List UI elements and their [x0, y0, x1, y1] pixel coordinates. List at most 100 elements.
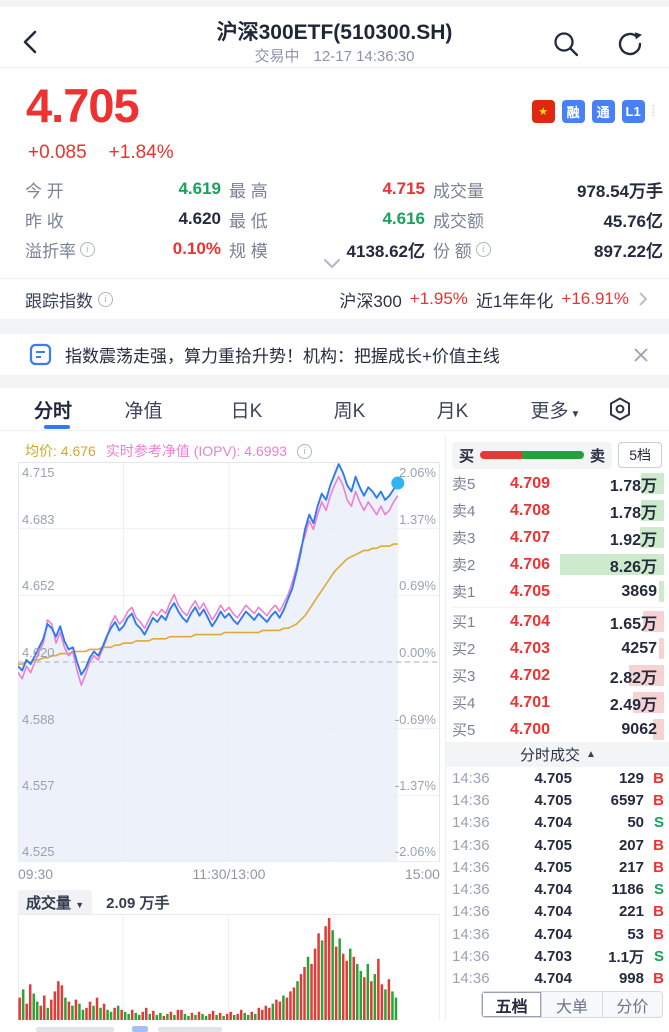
- depth-level-button[interactable]: 5档: [618, 442, 662, 468]
- ask-row-5[interactable]: 卖5 4.709 1.78万: [452, 470, 664, 497]
- x-tick-close: 15:00: [404, 866, 440, 882]
- close-icon[interactable]: [631, 345, 651, 365]
- chart-settings-icon[interactable]: [607, 396, 647, 422]
- badge-l1[interactable]: L1: [621, 100, 645, 123]
- trade-row: 14:36 4.705 207 B: [452, 836, 664, 854]
- trade-row: 14:36 4.705 217 B: [452, 858, 664, 876]
- stat-premium: 溢折率 i 0.10%: [25, 239, 221, 261]
- caret-up-icon: ▲: [586, 749, 596, 760]
- volume-current-value: 2.09 万手: [106, 895, 170, 912]
- more-dots-icon[interactable]: ⦙: [651, 103, 655, 120]
- buy-label: 买: [459, 447, 475, 465]
- annualized-value: +16.91%: [561, 289, 629, 308]
- stat-shares: 份 额 i 897.22亿: [433, 241, 663, 261]
- x-tick-midday: 11:30/13:00: [192, 866, 266, 882]
- active-tab-underline: [44, 425, 70, 429]
- change-percent: +1.84%: [108, 142, 174, 163]
- volume-selector[interactable]: 成交量 ▼: [18, 890, 93, 915]
- ask-row-3[interactable]: 卖3 4.707 1.92万: [452, 524, 664, 551]
- tab-minute[interactable]: 分时: [34, 400, 73, 422]
- stat-low: 最 低 4.616: [229, 209, 425, 231]
- legend-avg-price: 均价: 4.676: [25, 443, 96, 459]
- trade-row: 14:36 4.705 129 B: [452, 769, 664, 787]
- time-sales-header[interactable]: 分时成交 ▲: [446, 742, 669, 767]
- badge-tong: 通: [591, 100, 615, 123]
- tracking-index-row[interactable]: 跟踪指数 i 沪深300 +1.95% 近1年年化 +16.91%: [0, 278, 669, 319]
- bid-row-2[interactable]: 买2 4.703 4257: [452, 635, 664, 662]
- news-icon: [29, 343, 52, 366]
- volume-chart[interactable]: [18, 914, 440, 1020]
- tab-five-levels[interactable]: 五档: [482, 992, 543, 1017]
- cropped-footer-row: [0, 1024, 669, 1032]
- right-panel: 买 卖 5档 卖5 4.709 1.78万 卖4 4.708 1.78万 卖3 4.707…: [445, 436, 669, 1020]
- intraday-price-chart[interactable]: [18, 462, 440, 862]
- stats-grid: 今 开 4.619 最 高 4.715 成交量 978.54万手 昨 收 4.620 最…: [25, 174, 663, 264]
- volume-chart-svg: [18, 914, 440, 1020]
- caret-down-icon: ▼: [75, 900, 85, 910]
- trade-row: 14:36 4.704 221 B: [452, 903, 664, 921]
- news-banner[interactable]: 指数震荡走强，算力重拾升势！机构：把握成长+价值主线: [0, 334, 669, 375]
- volume-header: 成交量 ▼ 2.09 万手: [18, 890, 169, 915]
- ask-row-1[interactable]: 卖1 4.705 3869: [452, 578, 664, 605]
- price-chart-svg: [18, 462, 440, 862]
- bottom-tab-switcher: 五档 大单 分价: [481, 991, 663, 1018]
- trade-row: 14:36 4.704 998 B: [452, 970, 664, 988]
- header: 沪深300ETF(510300.SH) 交易中 12-17 14:36:30: [0, 7, 669, 68]
- stat-aum: 规 模 4138.62亿: [229, 241, 425, 261]
- quote-datetime: 12-17 14:36:30: [313, 48, 415, 65]
- tab-daily-k[interactable]: 日K: [230, 400, 263, 422]
- index-change: +1.95%: [409, 289, 468, 308]
- strength-bar: [480, 451, 585, 459]
- search-icon[interactable]: [551, 29, 581, 59]
- expand-stats-chevron-icon[interactable]: [318, 256, 346, 272]
- tab-price-dist[interactable]: 分价: [616, 998, 649, 1016]
- bid-row-5[interactable]: 买5 4.700 9062: [452, 716, 664, 743]
- info-icon[interactable]: i: [475, 241, 491, 257]
- tab-big-orders[interactable]: 大单: [542, 992, 603, 1017]
- index-name: 沪深300: [339, 291, 402, 311]
- info-icon[interactable]: i: [98, 291, 113, 307]
- market-status-time: 交易中 12-17 14:36:30: [0, 45, 669, 66]
- stat-open: 今 开 4.619: [25, 179, 221, 201]
- badge-rong: 融: [561, 100, 585, 123]
- time-sales-list: 14:36 4.705 129 B 14:36 4.705 6597 B 14:36 4.70…: [452, 767, 664, 990]
- trade-row: 14:36 4.704 53 B: [452, 925, 664, 943]
- refresh-icon[interactable]: [615, 29, 645, 59]
- tab-weekly-k[interactable]: 周K: [333, 400, 366, 422]
- section-gap: [0, 375, 669, 388]
- tab-nav[interactable]: 净值: [124, 400, 163, 422]
- tab-more[interactable]: 更多 ▼: [530, 400, 581, 422]
- change-value: +0.085: [28, 142, 87, 163]
- ask-row-2[interactable]: 卖2 4.706 8.26万: [452, 551, 664, 578]
- badge-row: ★ 融 通 L1 ⦙: [531, 100, 655, 123]
- news-text: 指数震荡走强，算力重拾升势！机构：把握成长+价值主线: [65, 347, 500, 366]
- bid-rows: 买1 4.704 1.65万 买2 4.703 4257 买3 4.702 2.82万 买4…: [452, 607, 664, 743]
- price-change: +0.085 +1.84%: [28, 142, 174, 164]
- bid-row-1[interactable]: 买1 4.704 1.65万: [452, 608, 664, 635]
- market-status: 交易中: [254, 48, 300, 65]
- ask-row-4[interactable]: 卖4 4.708 1.78万: [452, 497, 664, 524]
- stat-volume: 成交量 978.54万手: [433, 181, 663, 201]
- section-gap: [0, 319, 669, 334]
- flag-badge-icon: ★: [531, 100, 555, 123]
- bid-row-3[interactable]: 买3 4.702 2.82万: [452, 662, 664, 689]
- trade-row: 14:36 4.704 1186 S: [452, 881, 664, 899]
- stat-turnover: 成交额 45.76亿: [433, 211, 663, 231]
- stat-high: 最 高 4.715: [229, 179, 425, 201]
- chart-legend: 均价: 4.676 实时参考净值 (IOPV): 4.6993 i: [25, 441, 313, 461]
- page-title: 沪深300ETF(510300.SH): [216, 21, 453, 44]
- info-icon[interactable]: i: [297, 443, 313, 459]
- x-tick-open: 09:30: [18, 866, 54, 882]
- back-button[interactable]: [14, 25, 48, 59]
- info-icon[interactable]: i: [80, 241, 95, 257]
- caret-down-icon: ▼: [570, 408, 581, 420]
- bid-row-4[interactable]: 买4 4.701 2.49万: [452, 689, 664, 716]
- annualized-label: 近1年年化: [475, 291, 554, 311]
- legend-iopv: 实时参考净值 (IOPV): 4.6993: [105, 443, 288, 459]
- tab-monthly-k[interactable]: 月K: [436, 400, 469, 422]
- status-bar: [0, 0, 669, 7]
- trade-row: 14:36 4.704 50 S: [452, 814, 664, 832]
- sell-label: 卖: [590, 447, 606, 465]
- tracking-label: 跟踪指数: [25, 291, 93, 311]
